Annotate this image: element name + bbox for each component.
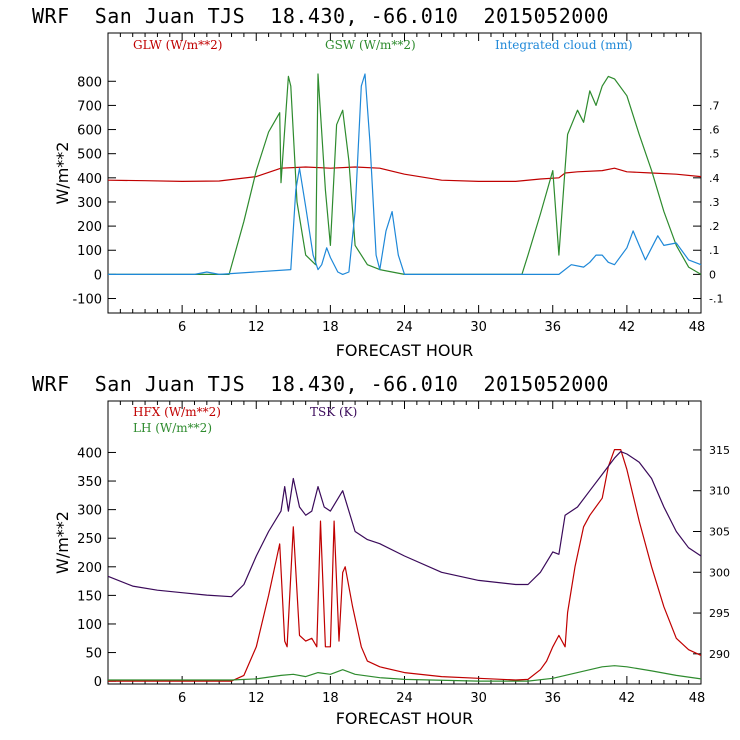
y-tick-label: 800 <box>77 75 102 90</box>
y2-tick-label: 300 <box>709 566 730 579</box>
y2-tick-label: -.1 <box>709 293 723 306</box>
plot-frame <box>107 400 702 685</box>
y-tick-label: 500 <box>77 148 102 163</box>
x-tick-label: 48 <box>689 691 706 706</box>
x-tick-label: 24 <box>396 691 413 706</box>
y-tick-label: 300 <box>77 504 102 519</box>
bottom-chart-title: WRF San Juan TJS 18.430, -66.010 2015052… <box>32 372 609 396</box>
x-tick-label: 36 <box>544 320 561 335</box>
y2-tick-label: .4 <box>709 172 720 185</box>
y2-tick-label: .1 <box>709 244 720 257</box>
legend-entry: TSK (K) <box>310 405 357 419</box>
x-tick-label: 12 <box>248 691 265 706</box>
series-line-lh <box>108 665 702 682</box>
x-tick-label: 36 <box>544 691 561 706</box>
x-tick-label: 6 <box>178 691 186 706</box>
y-tick-label: 600 <box>77 124 102 139</box>
y2-tick-label: .5 <box>709 148 720 161</box>
series-line-tsk <box>107 451 702 598</box>
x-tick-label: 18 <box>322 691 339 706</box>
bottom-chart: 6 12 18 24 30 36 42 48 0 50 100 150 200 250 300 350 400 3… <box>53 400 730 728</box>
y-tick-label: 150 <box>77 589 102 604</box>
top-chart: 6 12 18 24 30 36 42 48 -100 0 100 200 300 400 500 600 70… <box>53 32 723 360</box>
legend-entry: HFX (W/m**2) <box>133 405 221 419</box>
x-axis-label: FORECAST HOUR <box>336 341 474 360</box>
x-tick-label: 18 <box>322 320 339 335</box>
series-line-integrated <box>108 73 702 275</box>
legend-entry: GSW (W/m**2) <box>325 38 416 52</box>
y-tick-label: 700 <box>77 99 102 114</box>
y-tick-label: 250 <box>77 532 102 547</box>
series-line-glw <box>107 166 702 182</box>
y-tick-label: 50 <box>85 647 102 662</box>
y2-tick-label: 0 <box>709 268 716 281</box>
legend-entry: Integrated cloud (mm) <box>495 38 633 52</box>
x-tick-label: 30 <box>470 691 487 706</box>
y-tick-label: 300 <box>77 196 102 211</box>
y-axis-label: W/m**2 <box>53 511 72 574</box>
y2-tick-label: .6 <box>709 124 720 137</box>
y-tick-label: 100 <box>77 618 102 633</box>
y-tick-label: 200 <box>77 561 102 576</box>
x-axis-label: FORECAST HOUR <box>336 709 474 728</box>
series-line-hfx <box>108 449 702 682</box>
y2-tick-label: 310 <box>709 485 730 498</box>
x-tick-label: 12 <box>248 320 265 335</box>
y-tick-label: -100 <box>72 293 102 308</box>
x-tick-label: 42 <box>619 320 636 335</box>
y-tick-label: 0 <box>94 268 102 283</box>
top-chart-title: WRF San Juan TJS 18.430, -66.010 2015052… <box>32 4 609 28</box>
x-tick-label: 48 <box>689 320 706 335</box>
x-tick-label: 24 <box>396 320 413 335</box>
series-line-gsw <box>108 73 702 275</box>
x-tick-label: 42 <box>619 691 636 706</box>
y-tick-label: 400 <box>77 446 102 461</box>
plot-frame <box>107 32 702 314</box>
y2-tick-label: 295 <box>709 607 730 620</box>
y-tick-label: 400 <box>77 172 102 187</box>
y2-tick-label: .7 <box>709 99 720 112</box>
y-tick-label: 350 <box>77 475 102 490</box>
y2-tick-label: .3 <box>709 196 720 209</box>
legend-entry: LH (W/m**2) <box>133 421 212 435</box>
y-axis-label: W/m**2 <box>53 142 72 205</box>
y2-tick-label: .2 <box>709 220 720 233</box>
x-tick-label: 6 <box>178 320 186 335</box>
y-tick-label: 100 <box>77 244 102 259</box>
y2-tick-label: 290 <box>709 648 730 661</box>
x-tick-label: 30 <box>470 320 487 335</box>
y2-tick-label: 305 <box>709 525 730 538</box>
y-tick-label: 0 <box>94 675 102 690</box>
y2-tick-label: 315 <box>709 444 730 457</box>
y-tick-label: 200 <box>77 220 102 235</box>
legend-entry: GLW (W/m**2) <box>133 38 222 52</box>
